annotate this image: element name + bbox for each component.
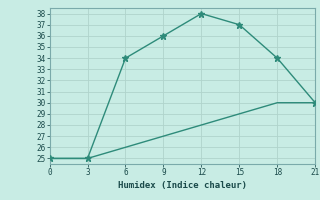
X-axis label: Humidex (Indice chaleur): Humidex (Indice chaleur): [118, 181, 247, 190]
